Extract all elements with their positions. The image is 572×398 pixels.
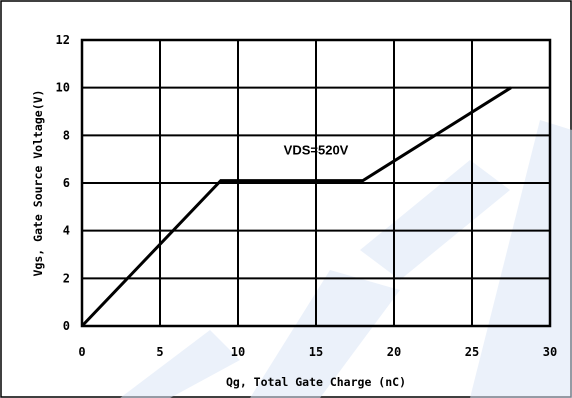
series-line-0: [80, 86, 512, 328]
y-tick-label-2: 4: [63, 224, 70, 238]
vds-annotation: VDS=520V: [284, 142, 349, 157]
series: [80, 86, 512, 328]
x-tick-label-0: 0: [78, 345, 85, 359]
plot-frame: [80, 38, 552, 328]
y-tick-label-0: 0: [63, 319, 70, 333]
y-tick-label-4: 8: [63, 128, 70, 142]
x-tick-label-6: 30: [543, 345, 557, 359]
x-tick-label-5: 25: [465, 345, 479, 359]
x-axis-title: Qg, Total Gate Charge (nC): [226, 375, 406, 389]
y-axis-title: Vgs, Gate Source Voltage(V): [31, 90, 45, 277]
x-tick-label-3: 15: [309, 345, 323, 359]
x-tick-label-4: 20: [387, 345, 401, 359]
y-tick-label-3: 6: [63, 176, 70, 190]
x-tick-label-2: 10: [231, 345, 245, 359]
y-tick-labels: 0 2 4 6 8 10 12: [56, 33, 70, 333]
grid: [80, 38, 552, 328]
x-tick-label-1: 5: [156, 345, 163, 359]
y-tick-label-1: 2: [63, 271, 70, 285]
y-tick-label-5: 10: [56, 81, 70, 95]
x-tick-labels: 0 5 10 15 20 25 30: [78, 345, 557, 359]
y-tick-label-6: 12: [56, 33, 70, 47]
